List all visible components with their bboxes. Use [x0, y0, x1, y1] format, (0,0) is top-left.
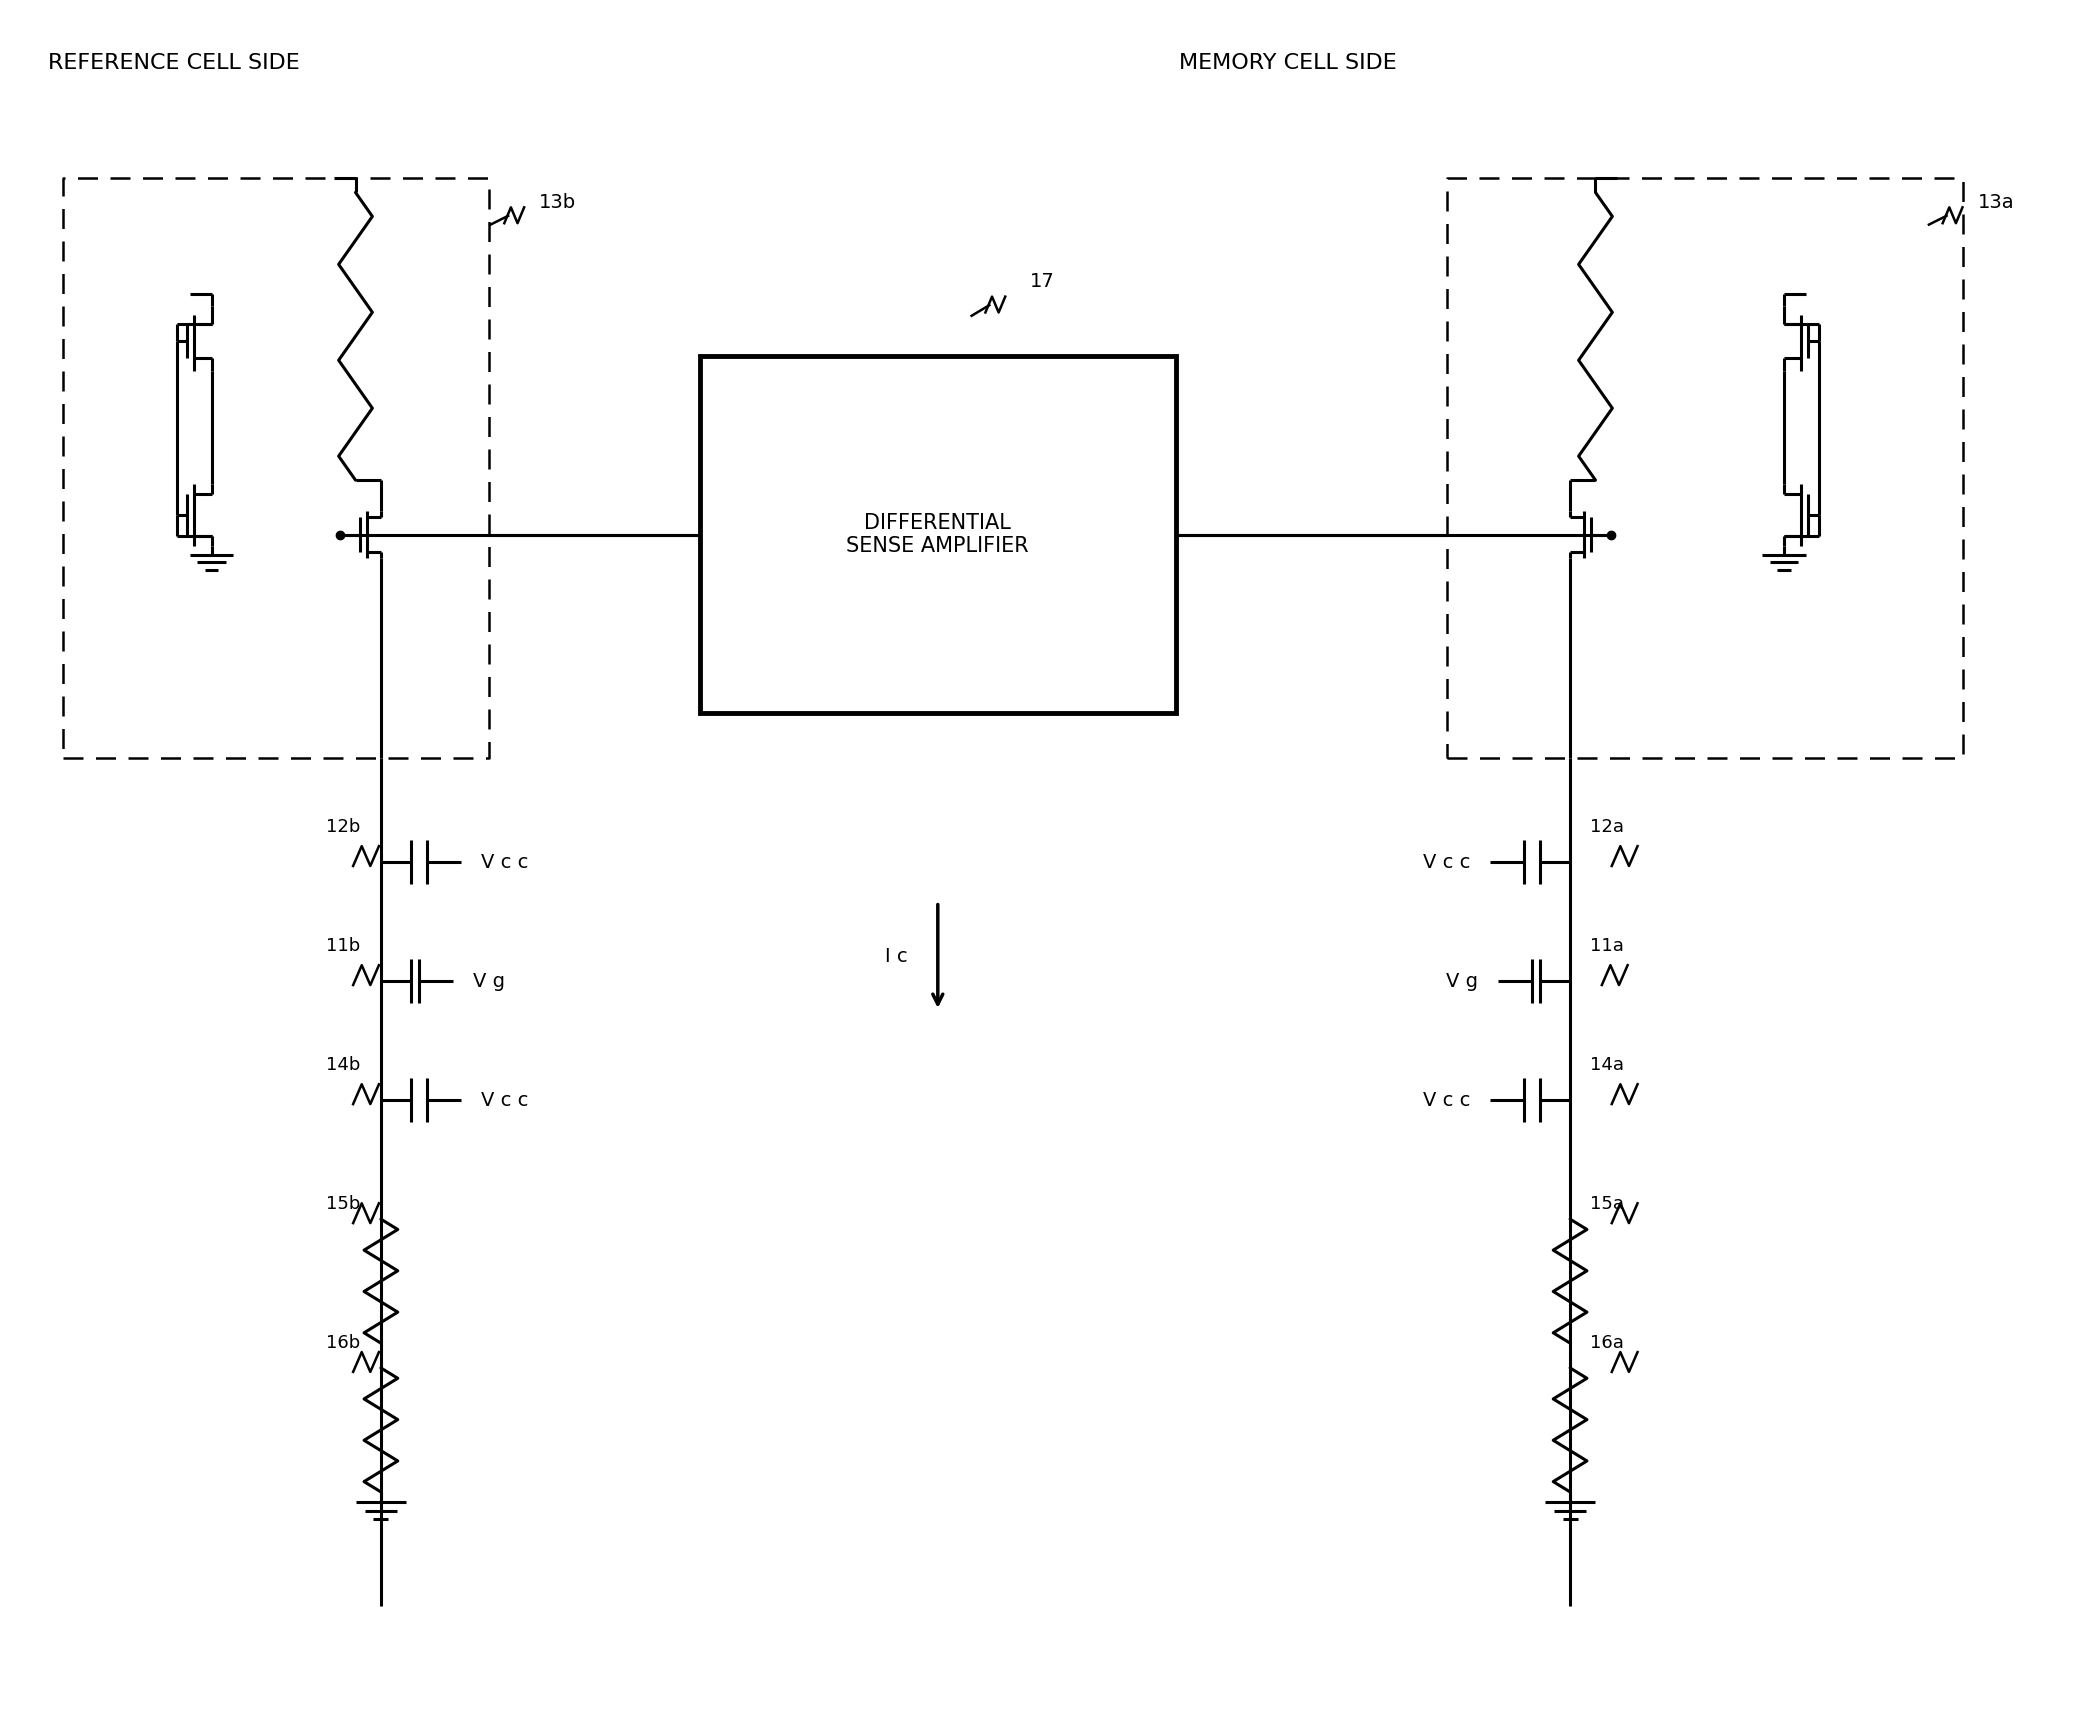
Text: 12a: 12a — [1591, 818, 1624, 837]
Text: 14b: 14b — [326, 1057, 361, 1074]
Text: V c c: V c c — [1423, 852, 1470, 871]
Text: 15a: 15a — [1591, 1195, 1624, 1212]
Text: 14a: 14a — [1591, 1057, 1624, 1074]
Text: 16b: 16b — [326, 1334, 361, 1353]
Text: 12b: 12b — [326, 818, 361, 837]
Text: V g: V g — [473, 972, 506, 991]
Text: 11b: 11b — [326, 937, 361, 956]
Text: DIFFERENTIAL
SENSE AMPLIFIER: DIFFERENTIAL SENSE AMPLIFIER — [846, 513, 1029, 556]
Text: V c c: V c c — [1423, 1091, 1470, 1110]
Text: V g: V g — [1446, 972, 1479, 991]
Text: V c c: V c c — [481, 852, 529, 871]
Text: I c: I c — [886, 947, 908, 966]
Text: 13b: 13b — [539, 192, 577, 211]
Text: 11a: 11a — [1591, 937, 1624, 956]
Text: 15b: 15b — [326, 1195, 361, 1212]
Text: 17: 17 — [1031, 272, 1056, 291]
Text: 13a: 13a — [1977, 192, 2014, 211]
Text: REFERENCE CELL SIDE: REFERENCE CELL SIDE — [48, 54, 301, 73]
Text: 16a: 16a — [1591, 1334, 1624, 1353]
Bar — [699, 357, 1176, 714]
Text: V c c: V c c — [481, 1091, 529, 1110]
Text: MEMORY CELL SIDE: MEMORY CELL SIDE — [1178, 54, 1396, 73]
